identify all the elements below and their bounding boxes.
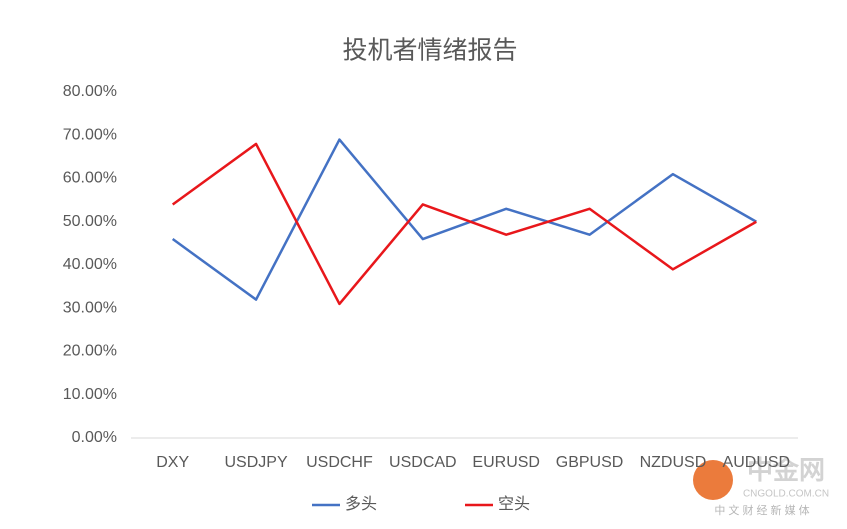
x-tick-label: DXY	[156, 454, 189, 471]
legend-label: 空头	[498, 495, 530, 513]
series-line	[171, 138, 757, 301]
y-tick-label: 50.00%	[63, 213, 117, 230]
y-tick-label: 60.00%	[63, 170, 117, 187]
y-tick-label: 20.00%	[63, 343, 117, 360]
y-tick-label: 30.00%	[63, 299, 117, 316]
x-tick-label: USDJPY	[225, 454, 288, 471]
x-tick-label: EURUSD	[472, 454, 540, 471]
x-tick-label: NZDUSD	[640, 454, 707, 471]
x-tick-label: AUDUSD	[723, 454, 791, 471]
watermark-url: CNGOLD.COM.CN	[743, 489, 829, 500]
watermark-name: 中金网	[747, 455, 825, 485]
x-tick-label: USDCHF	[306, 454, 373, 471]
watermark-tagline: 中 文 财 经 新 媒 体	[714, 503, 809, 517]
watermark: 中金网 CNGOLD.COM.CN 中 文 财 经 新 媒 体	[693, 455, 829, 517]
x-tick-label: GBPUSD	[556, 454, 624, 471]
y-tick-label: 70.00%	[63, 126, 117, 143]
series-line	[171, 142, 757, 306]
x-tick-label: USDCAD	[389, 454, 457, 471]
y-tick-label: 80.00%	[63, 83, 117, 100]
y-tick-label: 40.00%	[63, 256, 117, 273]
y-tick-label: 0.00%	[72, 429, 117, 446]
chart-title: 投机者情绪报告	[342, 37, 517, 65]
y-tick-label: 10.00%	[63, 386, 117, 403]
watermark-logo	[693, 460, 733, 500]
legend-label: 多头	[345, 495, 377, 513]
